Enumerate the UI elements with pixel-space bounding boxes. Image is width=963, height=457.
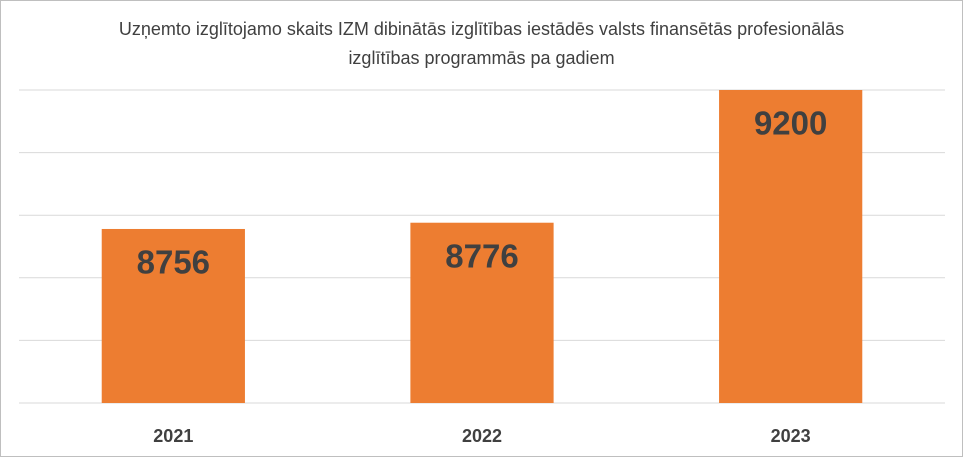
chart-title: Uzņemto izglītojamo skaits IZM dibinātās… [118,19,845,68]
x-tick-label: 2022 [462,426,502,446]
data-label: 8756 [137,244,210,281]
data-label: 9200 [754,105,827,142]
bar [101,228,245,403]
bar [410,222,554,403]
x-tick-label: 2023 [771,426,811,446]
x-tick-label: 2021 [153,426,193,446]
bar [719,90,863,403]
data-label: 8776 [445,237,518,274]
